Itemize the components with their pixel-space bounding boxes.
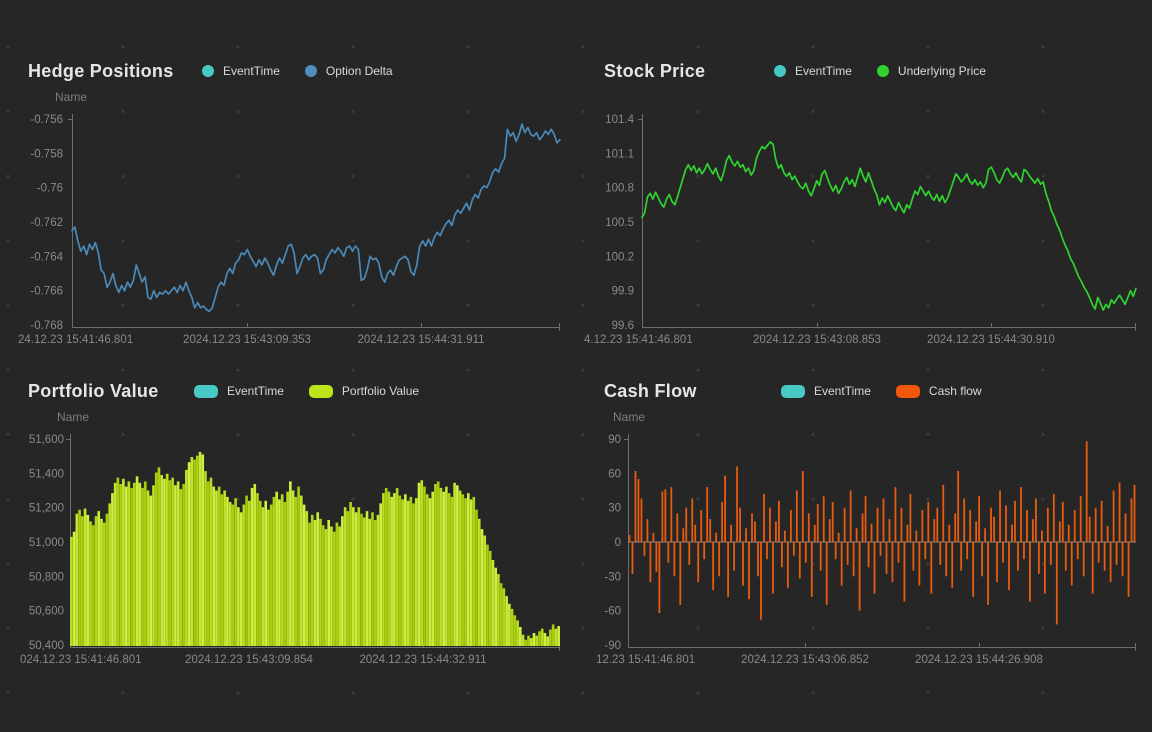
legend-label: Portfolio Value [341,384,420,398]
chart-title-cash-flow: Cash Flow [604,381,697,401]
svg-text:2024.12.23 15:43:08.853: 2024.12.23 15:43:08.853 [753,334,881,346]
y-axis-name: Name [57,410,90,424]
legend-item-eventtime[interactable]: EventTime [194,384,284,398]
svg-text:-0.756: -0.756 [30,114,63,126]
series-marker-icon [895,384,920,398]
portfolio-value-plot[interactable]: 51,600 51,400 51,200 51,000 50,800 50,600 50,4… [0,366,576,732]
chart-panel-stock-price: Stock Price EventTime Underlying Price 1… [576,0,1152,366]
svg-text:90: 90 [608,434,621,446]
svg-text:24.12.23 15:41:46.801: 24.12.23 15:41:46.801 [18,334,133,346]
svg-text:-60: -60 [604,606,621,618]
chart-panel-hedge-positions: Hedge Positions EventTime Option Delta N… [0,0,576,366]
legend-label: Underlying Price [897,64,986,78]
stock-price-plot[interactable]: 101.4 101.1 100.8 100.5 100.2 99.9 99.6 4.12.23… [576,0,1152,366]
svg-text:30: 30 [608,503,621,515]
cash-flow-plot[interactable]: 90 60 30 0 -30 -60 -90 12.23 15:41:46.801 2024.1… [576,366,1152,732]
legend-hedge-positions: EventTime Option Delta [202,64,393,78]
chart-panel-portfolio-value: Portfolio Value EventTime Portfolio Valu… [0,366,576,732]
svg-text:-0.758: -0.758 [30,148,63,160]
legend-portfolio-value: EventTime Portfolio Value [194,384,419,398]
svg-text:99.9: 99.9 [612,286,634,298]
svg-text:51,400: 51,400 [29,468,64,480]
svg-text:2024.12.23 15:43:06.852: 2024.12.23 15:43:06.852 [741,654,869,666]
svg-text:024.12.23 15:41:46.801: 024.12.23 15:41:46.801 [20,654,142,666]
legend-label: EventTime [227,384,284,398]
series-marker-icon [774,65,786,77]
svg-text:-90: -90 [604,640,621,652]
legend-label: Cash flow [928,384,982,398]
svg-text:99.6: 99.6 [612,320,634,332]
svg-text:51,600: 51,600 [29,434,64,446]
series-marker-icon [876,65,889,77]
series-marker-icon [194,384,218,398]
legend-stock-price: EventTime Underlying Price [774,64,986,78]
legend-label: EventTime [223,64,280,78]
chart-title-portfolio-value: Portfolio Value [28,381,159,401]
chart-header: Portfolio Value [28,381,159,402]
y-axis-name: Name [55,90,88,104]
svg-text:-30: -30 [604,571,621,583]
legend-item-option-delta[interactable]: Option Delta [304,64,393,78]
svg-text:50,800: 50,800 [29,571,64,583]
legend-item-eventtime[interactable]: EventTime [774,64,852,78]
legend-item-portfolio-value[interactable]: Portfolio Value [308,384,420,398]
svg-text:2024.12.23 15:44:32.911: 2024.12.23 15:44:32.911 [359,654,486,666]
svg-text:60: 60 [608,468,621,480]
svg-text:100.8: 100.8 [605,183,634,195]
series-marker-icon [781,384,805,398]
legend-item-eventtime[interactable]: EventTime [781,384,871,398]
svg-text:101.4: 101.4 [605,114,634,126]
svg-text:2024.12.23 15:43:09.854: 2024.12.23 15:43:09.854 [185,654,314,666]
hedge-positions-plot[interactable]: -0.756 -0.758 -0.76 -0.762 -0.764 -0.766 -0.76… [0,0,576,366]
chart-header: Stock Price [604,61,705,82]
series-marker-icon [304,65,317,77]
svg-text:50,400: 50,400 [29,640,64,652]
legend-item-cash-flow[interactable]: Cash flow [895,384,982,398]
y-axis-name: Name [613,410,646,424]
legend-label: EventTime [795,64,852,78]
chart-panel-cash-flow: Cash Flow EventTime Cash flow Name 90 60 3… [576,366,1152,732]
svg-text:51,000: 51,000 [29,537,64,549]
svg-text:100.5: 100.5 [605,217,634,229]
series-marker-icon [202,65,214,77]
legend-item-underlying-price[interactable]: Underlying Price [876,64,986,78]
svg-text:-0.768: -0.768 [30,320,63,332]
legend-cash-flow: EventTime Cash flow [781,384,982,398]
svg-text:0: 0 [615,537,621,549]
svg-text:-0.762: -0.762 [30,217,63,229]
svg-text:2024.12.23 15:43:09.353: 2024.12.23 15:43:09.353 [183,334,311,346]
svg-text:2024.12.23 15:44:31.911: 2024.12.23 15:44:31.911 [357,334,484,346]
svg-text:12.23 15:41:46.801: 12.23 15:41:46.801 [596,654,695,666]
chart-title-hedge-positions: Hedge Positions [28,61,174,81]
series-marker-icon [308,384,333,398]
chart-header: Cash Flow [604,381,697,402]
svg-text:51,200: 51,200 [29,503,64,515]
svg-text:100.2: 100.2 [605,251,634,263]
svg-text:-0.76: -0.76 [37,183,63,195]
svg-text:2024.12.23 15:44:26.908: 2024.12.23 15:44:26.908 [915,654,1043,666]
legend-item-eventtime[interactable]: EventTime [202,64,280,78]
svg-text:2024.12.23 15:44:30.910: 2024.12.23 15:44:30.910 [927,334,1055,346]
chart-header: Hedge Positions [28,61,174,82]
legend-label: EventTime [814,384,871,398]
svg-text:-0.766: -0.766 [30,286,63,298]
legend-label: Option Delta [325,64,393,78]
svg-text:50,600: 50,600 [29,606,64,618]
chart-title-stock-price: Stock Price [604,61,706,81]
svg-text:4.12.23 15:41:46.801: 4.12.23 15:41:46.801 [584,334,693,346]
svg-text:-0.764: -0.764 [30,251,63,263]
svg-text:101.1: 101.1 [605,148,634,160]
